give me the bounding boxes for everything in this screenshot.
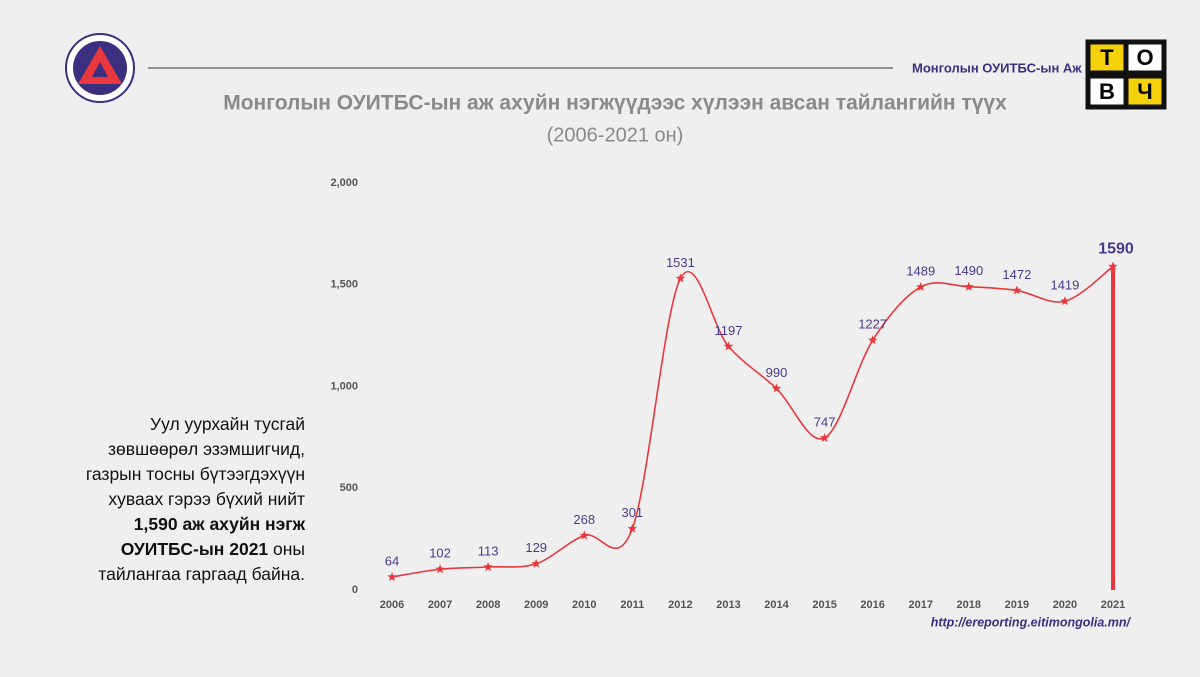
x-tick-label: 2010 <box>572 599 596 611</box>
org-name: Монголын ОУИТБС-ын Ажлын <box>912 60 1109 75</box>
point-marker <box>1108 261 1118 271</box>
brand-logo: Т О В Ч <box>1082 36 1174 112</box>
y-tick-label: 1,500 <box>330 279 358 291</box>
x-tick-label: 2008 <box>476 599 500 611</box>
y-tick-label: 0 <box>352 584 358 596</box>
x-tick-label: 2021 <box>1101 599 1125 611</box>
point-marker <box>387 572 397 581</box>
point-marker <box>531 558 541 568</box>
data-label: 113 <box>478 543 499 558</box>
point-marker <box>435 564 445 574</box>
data-label: 1472 <box>1002 267 1031 282</box>
data-label: 1490 <box>954 263 983 278</box>
point-marker <box>771 383 782 393</box>
note-text: Уул уурхайн тусгай зөвшөөрөл эзэмшигчид,… <box>85 414 305 509</box>
logo-letter: Ч <box>1137 79 1152 104</box>
logo-letter: В <box>1099 79 1115 104</box>
note-highlight: 1,590 аж ахуйн нэгж ОУИТБС-ын 2021 <box>120 514 305 559</box>
x-tick-label: 2007 <box>428 599 452 611</box>
note: Уул уурхайн тусгай зөвшөөрөл эзэмшигчид,… <box>60 412 305 587</box>
data-label: 1489 <box>906 263 935 278</box>
emblem <box>65 33 135 103</box>
x-tick-label: 2013 <box>716 599 740 611</box>
x-tick-label: 2006 <box>380 599 404 611</box>
logo-letter: Т <box>1100 45 1114 70</box>
x-tick-label: 2020 <box>1053 599 1077 611</box>
x-tick-label: 2009 <box>524 599 548 611</box>
point-marker <box>579 530 589 540</box>
data-label: 102 <box>429 546 451 561</box>
x-tick-label: 2012 <box>668 599 692 611</box>
data-label: 1197 <box>714 323 742 338</box>
note-text: оны тайлангаа гаргаад байна. <box>98 539 305 584</box>
data-label: 990 <box>766 365 788 380</box>
data-label: 268 <box>573 512 595 527</box>
data-label: 301 <box>621 505 643 520</box>
x-tick-label: 2018 <box>957 599 981 611</box>
data-label: 1590 <box>1098 241 1134 258</box>
y-tick-label: 2,000 <box>330 177 358 189</box>
point-marker <box>723 341 734 351</box>
point-marker <box>1060 296 1070 306</box>
point-marker <box>916 282 926 291</box>
x-tick-label: 2016 <box>860 599 884 611</box>
source: http://ereporting.eitimongolia.mn/ <box>931 615 1132 629</box>
data-label: 1531 <box>666 255 695 270</box>
data-label: 747 <box>814 414 836 429</box>
point-marker <box>483 562 493 571</box>
chart-subtitle: (2006-2021 он) <box>547 124 684 146</box>
data-label: 129 <box>525 540 547 555</box>
logo-letter: О <box>1136 45 1153 70</box>
y-tick-label: 500 <box>340 482 358 494</box>
x-tick-label: 2014 <box>764 599 789 611</box>
x-tick-label: 2017 <box>908 599 932 611</box>
x-tick-label: 2019 <box>1005 599 1029 611</box>
point-marker <box>675 273 686 283</box>
x-tick-label: 2015 <box>812 599 836 611</box>
y-tick-label: 1,000 <box>330 380 358 392</box>
point-marker <box>1012 285 1022 295</box>
series-line <box>391 265 1114 578</box>
x-tick-label: 2011 <box>620 599 644 611</box>
data-label: 64 <box>385 553 399 568</box>
point-marker <box>627 523 638 533</box>
chart-title: Монголын ОУИТБС-ын аж ахуйн нэгжүүдээс х… <box>223 92 1007 115</box>
point-marker <box>819 433 830 442</box>
data-label: 1419 <box>1050 278 1079 293</box>
point-marker <box>867 335 878 345</box>
point-marker <box>964 281 974 291</box>
data-label: 1227 <box>858 317 887 332</box>
